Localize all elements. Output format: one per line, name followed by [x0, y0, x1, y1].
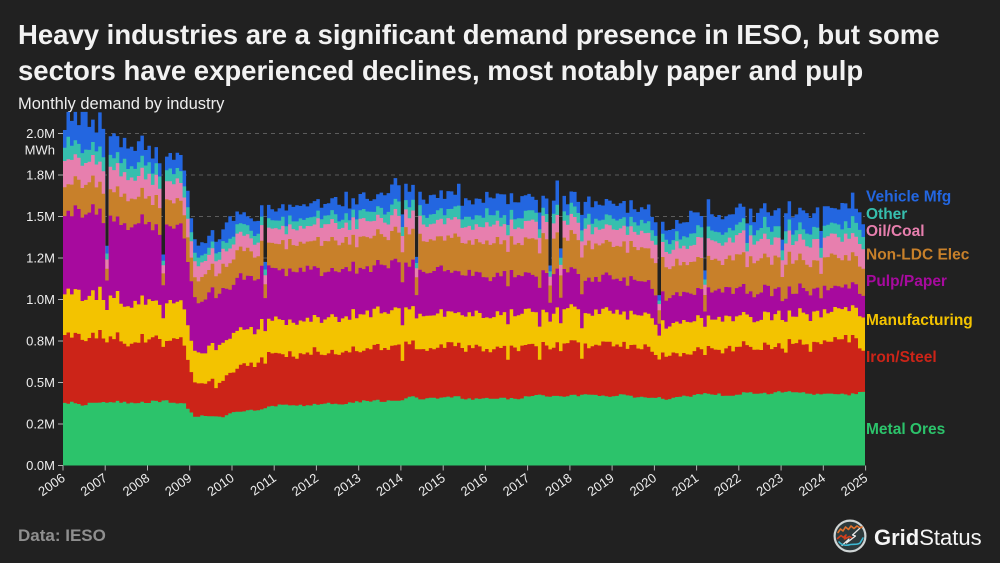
svg-text:Heavy industries are a signifi: Heavy industries are a significant deman…: [18, 19, 940, 50]
svg-text:Pulp/Paper: Pulp/Paper: [866, 273, 947, 290]
svg-text:1.8M: 1.8M: [26, 168, 55, 183]
svg-text:Vehicle Mfg: Vehicle Mfg: [866, 189, 951, 206]
svg-text:1.2M: 1.2M: [26, 251, 55, 266]
svg-text:Monthly demand by industry: Monthly demand by industry: [18, 95, 225, 113]
svg-text:Manufacturing: Manufacturing: [866, 312, 973, 329]
svg-text:Data: IESO: Data: IESO: [18, 526, 106, 545]
svg-text:1.5M: 1.5M: [26, 209, 55, 224]
svg-text:GridStatus: GridStatus: [874, 525, 982, 550]
svg-text:MWh: MWh: [25, 143, 55, 158]
svg-text:2.0M: 2.0M: [26, 126, 55, 141]
svg-text:1.0M: 1.0M: [26, 292, 55, 307]
svg-text:0.0M: 0.0M: [26, 458, 55, 473]
svg-text:Other: Other: [866, 206, 907, 223]
svg-text:0.2M: 0.2M: [26, 417, 55, 432]
svg-text:sectors have experienced decli: sectors have experienced declines, most …: [18, 55, 863, 86]
svg-text:0.8M: 0.8M: [26, 334, 55, 349]
svg-text:Iron/Steel: Iron/Steel: [866, 349, 937, 366]
svg-text:Metal Ores: Metal Ores: [866, 421, 945, 438]
svg-text:0.5M: 0.5M: [26, 375, 55, 390]
svg-text:Oil/Coal: Oil/Coal: [866, 223, 925, 240]
svg-text:Non-LDC Elec: Non-LDC Elec: [866, 247, 970, 264]
